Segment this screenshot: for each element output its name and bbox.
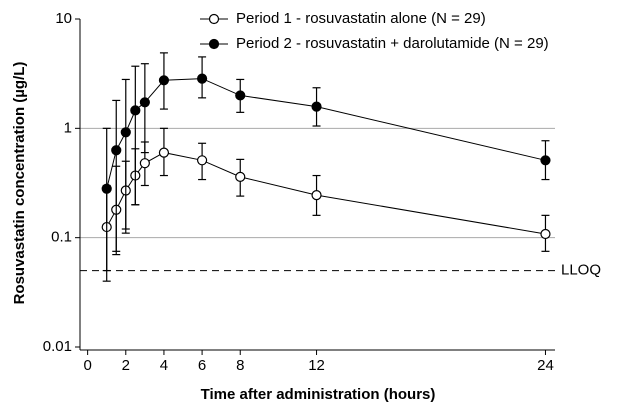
x-tick-label: 2: [122, 357, 130, 374]
legend-marker: [208, 38, 220, 50]
data-point: [196, 155, 208, 166]
x-tick-label: 0: [83, 357, 91, 374]
reference-label: LLOQ: [561, 262, 601, 279]
series-line: [106, 152, 546, 235]
data-point: [139, 97, 150, 108]
data-point: [540, 228, 551, 240]
data-point: [111, 145, 122, 156]
data-point: [158, 147, 170, 158]
x-tick-label: 8: [236, 357, 244, 374]
x-tick-label: 24: [537, 357, 554, 374]
legend-label: Period 1 - rosuvastatin alone (N = 29): [236, 10, 486, 27]
y-tick-label: 0.1: [51, 229, 72, 246]
data-point: [235, 171, 246, 182]
data-point: [235, 90, 246, 101]
data-point: [158, 75, 170, 86]
y-tick-label: 0.01: [43, 338, 72, 355]
x-tick-label: 4: [160, 357, 168, 374]
x-tick-label: 6: [198, 357, 206, 374]
legend-marker: [208, 13, 220, 25]
y-axis-title: Rosuvastatin concentration (µg/L): [11, 62, 28, 305]
data-point: [311, 101, 322, 112]
x-axis-title: Time after administration (hours): [201, 386, 436, 403]
data-point: [139, 158, 150, 169]
data-point: [130, 105, 141, 116]
y-tick-label: 10: [55, 10, 72, 27]
data-point: [196, 73, 208, 84]
data-point: [311, 190, 322, 201]
data-point: [120, 127, 131, 138]
data-point: [540, 155, 551, 166]
x-tick-label: 12: [308, 357, 325, 374]
data-point: [101, 183, 112, 194]
y-tick-label: 1: [64, 119, 72, 136]
legend-label: Period 2 - rosuvastatin + darolutamide (…: [236, 35, 549, 52]
series-line: [106, 78, 546, 189]
